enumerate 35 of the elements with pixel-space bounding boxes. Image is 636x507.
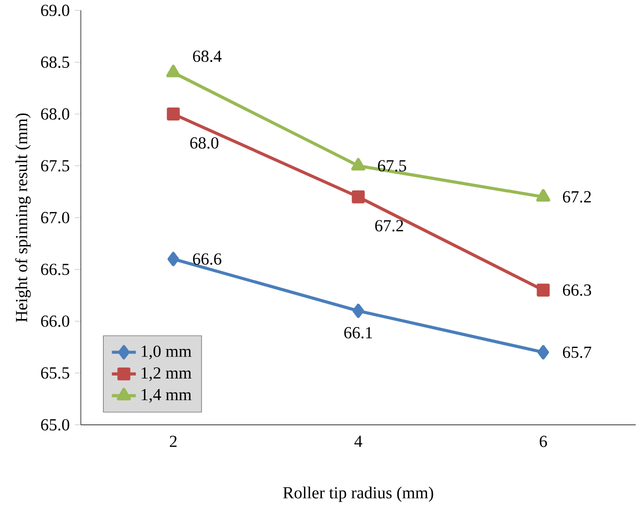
y-tick-label: 68.5 — [41, 56, 70, 68]
data-label: 68.4 — [193, 50, 222, 62]
legend-label: 1,2 mm — [142, 368, 192, 382]
legend-label: 1,4 mm — [142, 389, 192, 403]
point — [537, 345, 549, 360]
data-label: 65.7 — [562, 346, 592, 358]
point — [166, 108, 180, 121]
data-label: 68.0 — [190, 137, 218, 149]
y-tick-label: 69.0 — [41, 4, 70, 16]
x-tick-label: 6 — [540, 436, 547, 448]
data-label: 66.1 — [344, 327, 372, 339]
y-tick-label: 67.5 — [41, 160, 70, 172]
y-axis-title: Height of spinning result (mm) — [15, 114, 31, 322]
point — [536, 284, 550, 297]
data-label: 67.5 — [378, 160, 406, 172]
point — [168, 252, 180, 266]
y-tick-label: 68.0 — [41, 108, 70, 120]
data-label: 67.2 — [562, 191, 591, 203]
data-label: 66.6 — [193, 254, 222, 265]
point — [166, 64, 180, 78]
data-label: 66.3 — [562, 284, 592, 296]
y-tick-label: 65.5 — [41, 368, 70, 379]
y-tick-label: 65.0 — [41, 419, 70, 431]
x-tick-label: 4 — [354, 436, 362, 448]
point — [536, 189, 550, 202]
legend-label: 1,0 mm — [142, 346, 192, 360]
x-axis-title: Roller tip radius (mm) — [283, 486, 434, 502]
x-tick-label: 2 — [170, 436, 177, 448]
point — [352, 190, 365, 204]
data-label: 67.2 — [375, 220, 404, 232]
y-tick-label: 67.0 — [41, 212, 70, 224]
point — [351, 158, 366, 171]
y-tick-label: 66.5 — [41, 264, 70, 276]
y-tick-label: 66.0 — [41, 316, 70, 328]
point — [352, 304, 364, 318]
